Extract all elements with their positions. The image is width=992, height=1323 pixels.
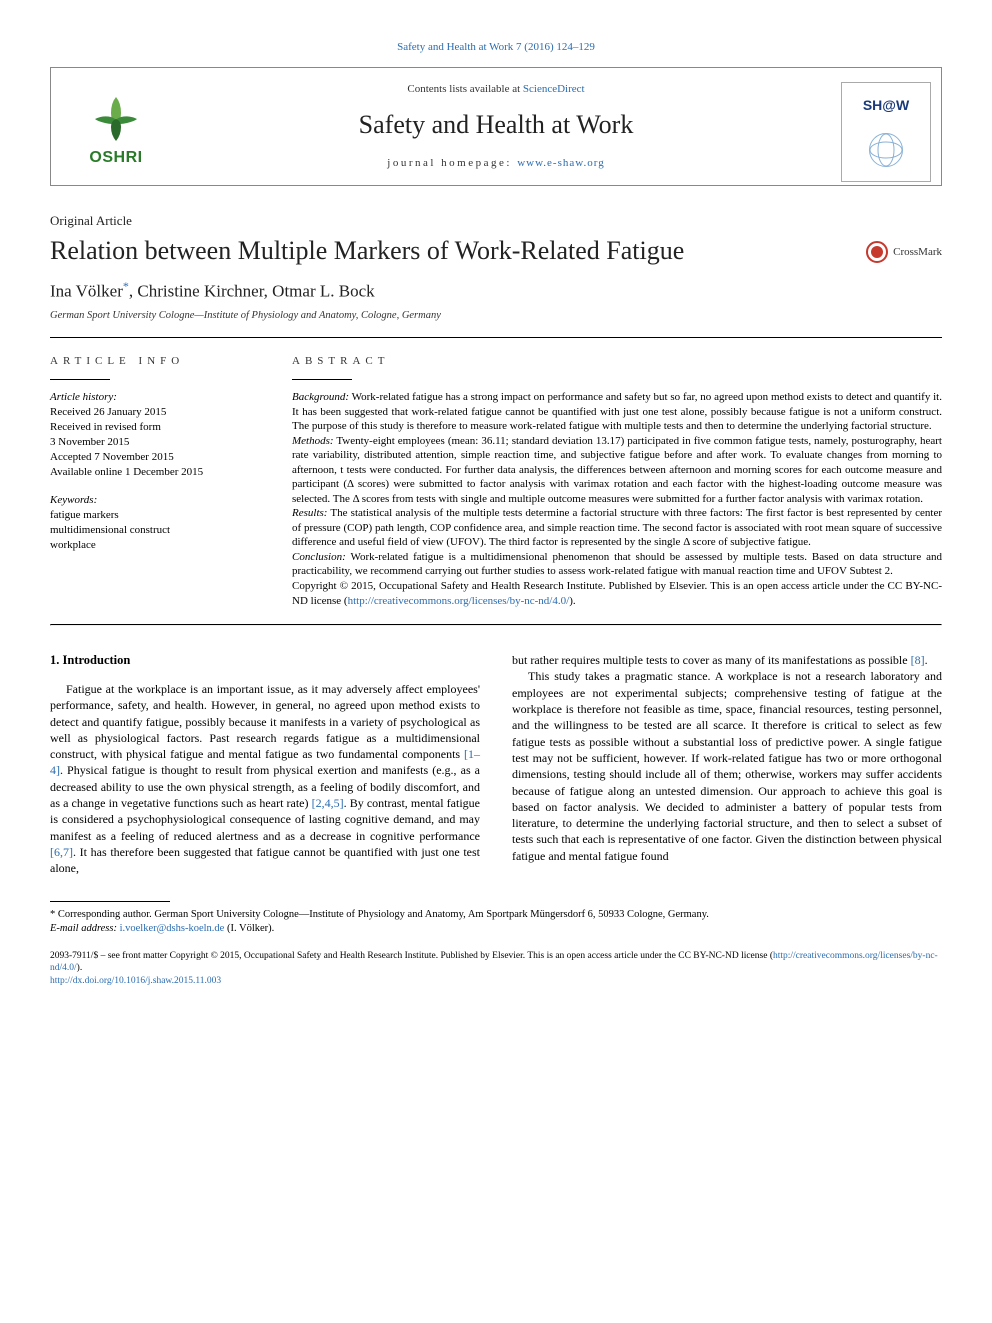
history-item: Received 26 January 2015 [50,405,260,420]
shaw-logo: SH@W [841,82,931,182]
history-item: Available online 1 December 2015 [50,465,260,480]
citation-ref[interactable]: [8] [911,653,925,667]
intro-paragraph-1: Fatigue at the workplace is an important… [50,681,480,877]
divider [50,337,942,338]
journal-name: Safety and Health at Work [51,107,941,142]
crossmark-label: CrossMark [893,245,942,260]
article-info-block: article info Article history: Received 2… [50,354,260,608]
shaw-logo-text: SH@W [863,96,909,115]
article-section-type: Original Article [50,212,942,230]
abstract-conclusion: Conclusion: Work-related fatigue is a mu… [292,550,942,579]
divider [50,624,942,626]
abstract-heading: abstract [292,354,942,369]
section-heading-introduction: 1. Introduction [50,652,480,669]
license-block: 2093-7911/$ – see front matter Copyright… [50,950,942,987]
history-item: Accepted 7 November 2015 [50,450,260,465]
intro-paragraph-1-cont: but rather requires multiple tests to co… [512,652,942,668]
article-title: Relation between Multiple Markers of Wor… [50,235,852,268]
oshri-cross-icon [91,95,141,143]
journal-header: OSHRI SH@W Contents lists available at S… [50,67,942,186]
authors-line: Ina Völker*, Christine Kirchner, Otmar L… [50,278,942,304]
body-column-left: 1. Introduction Fatigue at the workplace… [50,652,480,877]
citation-ref[interactable]: [2,4,5] [312,796,344,810]
sciencedirect-link[interactable]: ScienceDirect [523,83,585,95]
abstract-background: Background: Work-related fatigue has a s… [292,390,942,434]
crossmark-icon [866,241,888,263]
oshri-logo: OSHRI [61,82,171,182]
affiliation: German Sport University Cologne—Institut… [50,309,942,323]
keyword: workplace [50,538,260,553]
article-info-heading: article info [50,354,260,369]
journal-homepage-line: journal homepage: www.e-shaw.org [51,156,941,171]
history-item: Received in revised form [50,420,260,435]
keyword: fatigue markers [50,508,260,523]
abstract-results: Results: The statistical analysis of the… [292,506,942,550]
doi-link[interactable]: http://dx.doi.org/10.1016/j.shaw.2015.11… [50,976,221,986]
body-column-right: but rather requires multiple tests to co… [512,652,942,877]
keywords-label: Keywords: [50,493,260,508]
abstract-copyright: Copyright © 2015, Occupational Safety an… [292,579,942,608]
corresponding-author-footnote: * Corresponding author. German Sport Uni… [50,908,942,936]
abstract-methods: Methods: Twenty-eight employees (mean: 3… [292,434,942,507]
crossmark-badge[interactable]: CrossMark [866,241,942,263]
history-item: 3 November 2015 [50,435,260,450]
footnote-divider [50,901,170,902]
journal-homepage-link[interactable]: www.e-shaw.org [517,157,605,169]
license-link[interactable]: http://creativecommons.org/licenses/by-n… [348,595,570,607]
history-label: Article history: [50,390,260,405]
citation-ref[interactable]: [6,7] [50,845,73,859]
globe-icon [869,133,903,167]
intro-paragraph-2: This study takes a pragmatic stance. A w… [512,668,942,864]
email-link[interactable]: i.voelker@dshs-koeln.de [120,923,225,934]
abstract-block: abstract Background: Work-related fatigu… [292,354,942,608]
contents-available-line: Contents lists available at ScienceDirec… [51,82,941,97]
keyword: multidimensional construct [50,523,260,538]
oshri-logo-text: OSHRI [89,147,142,169]
page-header-citation: Safety and Health at Work 7 (2016) 124–1… [50,40,942,55]
